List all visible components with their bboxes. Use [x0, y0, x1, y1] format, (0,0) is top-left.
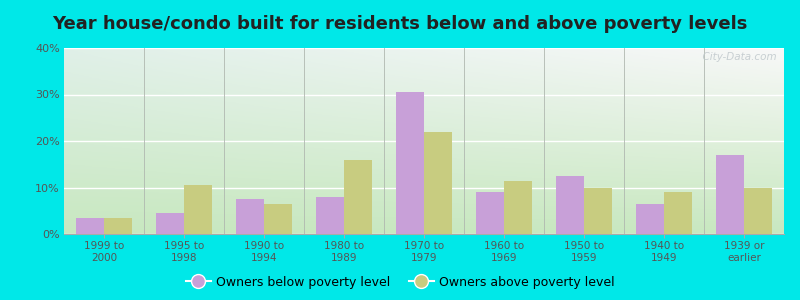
Bar	[264, 204, 292, 234]
Bar	[156, 213, 184, 234]
Bar	[184, 185, 212, 234]
Bar	[344, 160, 372, 234]
Text: Year house/condo built for residents below and above poverty levels: Year house/condo built for residents bel…	[52, 15, 748, 33]
Bar	[664, 192, 692, 234]
Bar	[476, 192, 504, 234]
Bar	[396, 92, 424, 234]
Bar	[76, 218, 104, 234]
Bar	[424, 132, 452, 234]
Text: City-Data.com: City-Data.com	[696, 52, 777, 62]
Bar	[636, 204, 664, 234]
Bar	[504, 181, 532, 234]
Bar	[104, 218, 132, 234]
Bar	[236, 199, 264, 234]
Bar	[556, 176, 584, 234]
Legend: Owners below poverty level, Owners above poverty level: Owners below poverty level, Owners above…	[181, 271, 619, 294]
Bar	[716, 155, 744, 234]
Bar	[316, 197, 344, 234]
Bar	[584, 188, 612, 234]
Bar	[744, 188, 772, 234]
